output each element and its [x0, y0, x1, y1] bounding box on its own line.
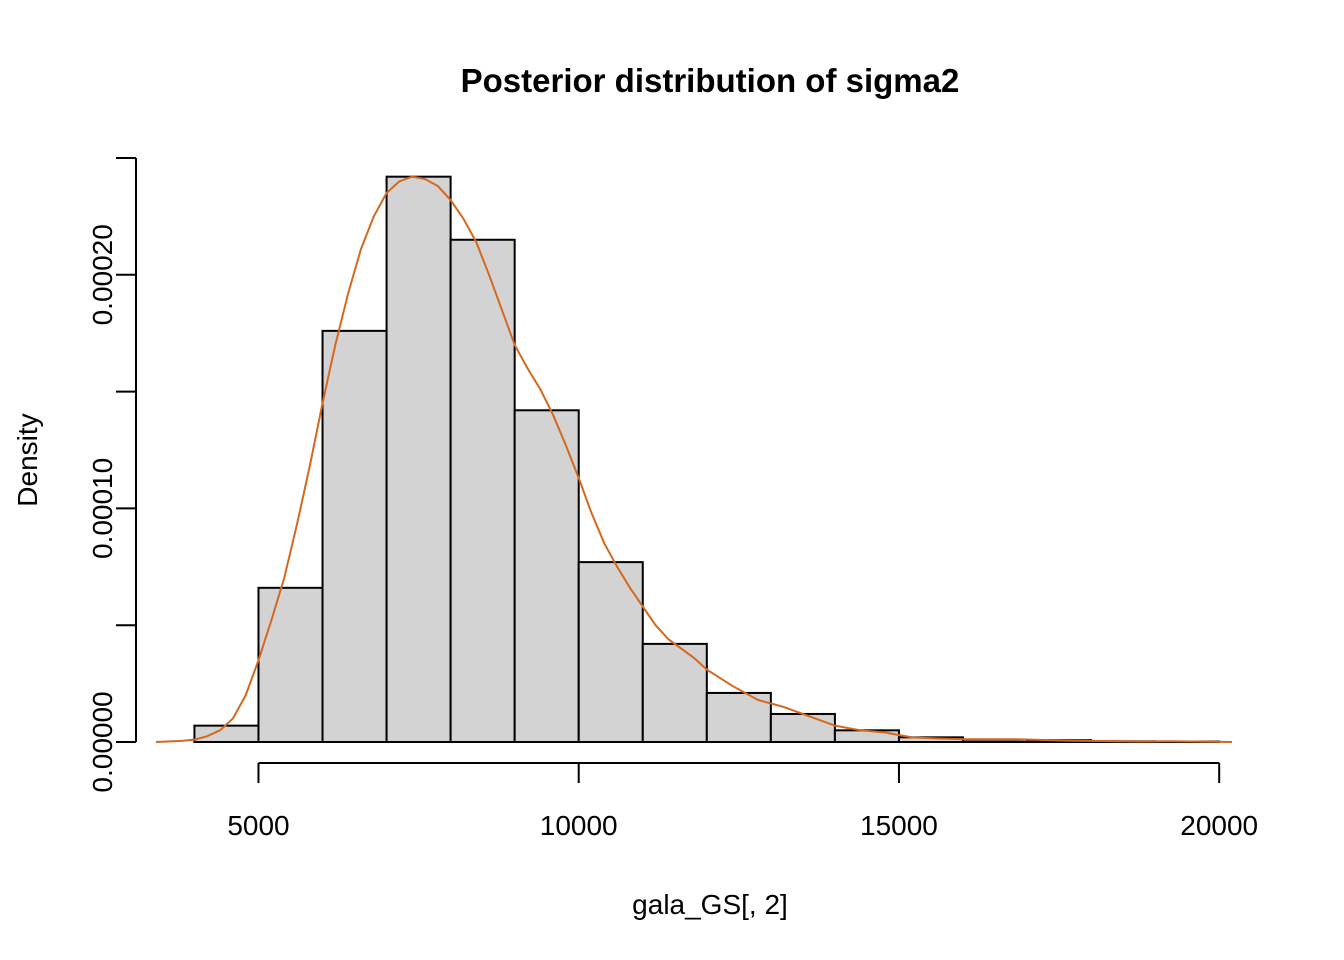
- histogram-bar: [321, 329, 388, 743]
- histogram-bar: [449, 238, 516, 743]
- histogram-bar: [641, 642, 708, 743]
- x-axis: 5000 10000 15000 20000: [227, 762, 1258, 841]
- histogram-bar: [193, 724, 260, 744]
- density-curve: [155, 175, 1233, 743]
- histogram-bar: [385, 175, 452, 744]
- y-axis: 0.00000 0.00010 0.00020: [87, 157, 137, 793]
- y-tick-label: 0.00000: [87, 691, 118, 792]
- histogram-bar: [513, 409, 580, 743]
- x-axis-label: gala_GS[, 2]: [632, 889, 788, 920]
- histogram-bar: [257, 586, 324, 743]
- chart-title: Posterior distribution of sigma2: [461, 62, 960, 99]
- histogram-bars: [193, 175, 1221, 744]
- histogram-bar: [833, 729, 900, 744]
- x-tick-label: 5000: [227, 810, 289, 841]
- y-axis-label: Density: [12, 413, 43, 506]
- x-tick-label: 10000: [540, 810, 618, 841]
- x-tick-label: 15000: [860, 810, 938, 841]
- y-tick-label: 0.00020: [87, 224, 118, 325]
- histogram-bar: [769, 712, 836, 744]
- x-tick-label: 20000: [1180, 810, 1258, 841]
- histogram-bar: [577, 561, 644, 743]
- y-tick-label: 0.00010: [87, 458, 118, 559]
